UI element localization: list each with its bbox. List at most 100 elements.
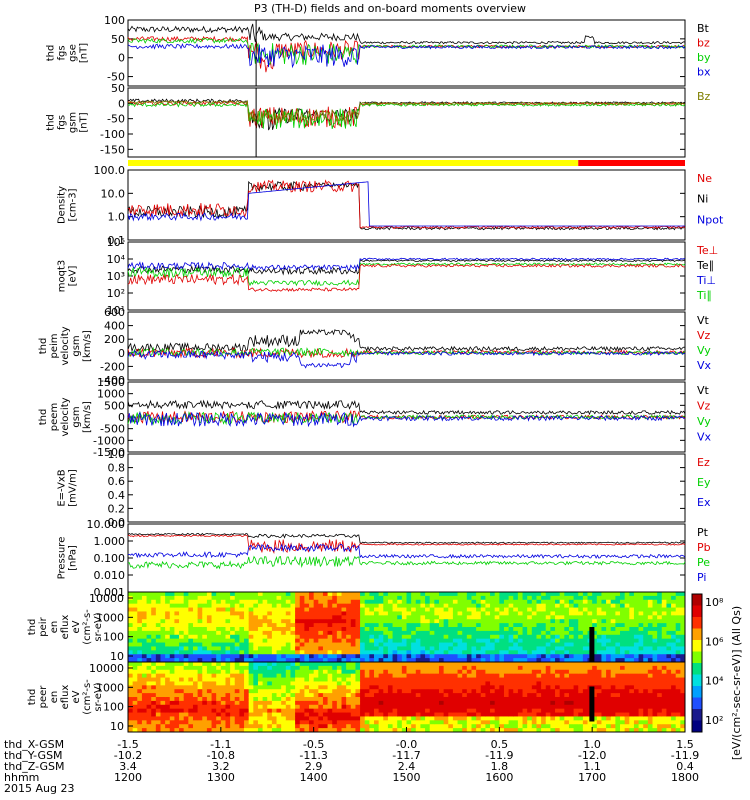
heatmap-cell: [378, 693, 384, 698]
heatmap-cell: [216, 708, 222, 714]
heatmap-cell: [411, 607, 417, 612]
heatmap-cell: [466, 658, 472, 663]
heatmap-cell: [476, 611, 482, 616]
heatmap-cell: [327, 669, 333, 675]
heatmap-cell: [160, 607, 166, 612]
data-gap: [589, 686, 595, 722]
heatmap-cell: [244, 728, 250, 733]
heatmap-cell: [522, 650, 528, 655]
heatmap-cell: [374, 611, 380, 616]
heatmap-cell: [601, 662, 607, 667]
heatmap-cell: [652, 623, 658, 628]
heatmap-cell: [188, 708, 194, 714]
heatmap-cell: [285, 634, 291, 640]
heatmap-cell: [169, 658, 175, 663]
heatmap-cell: [476, 646, 482, 651]
heatmap-cell: [267, 677, 273, 682]
heatmap-cell: [327, 728, 333, 733]
heatmap-cell: [401, 654, 407, 659]
heatmap-cell: [244, 662, 250, 667]
heatmap-cell: [146, 704, 152, 710]
heatmap-cell: [666, 669, 672, 675]
heatmap-cell: [327, 627, 333, 632]
heatmap-cell: [448, 673, 454, 679]
heatmap-cell: [267, 603, 273, 609]
heatmap-cell: [174, 627, 180, 632]
heatmap-cell: [485, 603, 491, 609]
heatmap-cell: [527, 599, 533, 605]
heatmap-cell: [420, 615, 426, 620]
heatmap-cell: [137, 595, 143, 601]
heatmap-cell: [517, 638, 524, 644]
heatmap-cell: [332, 677, 338, 682]
heatmap-cell: [146, 654, 152, 659]
heatmap-cell: [216, 724, 222, 729]
heatmap-cell: [443, 592, 449, 597]
heatmap-cell: [341, 623, 347, 628]
heatmap-cell: [350, 685, 356, 690]
heatmap-cell: [401, 642, 407, 647]
heatmap-cell: [313, 638, 319, 644]
heatmap-cell: [559, 662, 565, 667]
heatmap-cell: [341, 646, 347, 651]
heatmap-cell: [559, 658, 565, 663]
heatmap-cell: [327, 611, 333, 616]
heatmap-cell: [568, 697, 575, 702]
heatmap-cell: [517, 720, 524, 725]
heatmap-cell: [578, 693, 584, 698]
heatmap-cell: [582, 712, 589, 717]
heatmap-cell: [299, 595, 305, 601]
y-tick-label: 1.0: [108, 448, 126, 461]
heatmap-cell: [592, 712, 598, 717]
heatmap-cell: [555, 630, 561, 636]
heatmap-cell: [601, 650, 607, 655]
heatmap-cell: [257, 599, 264, 605]
heatmap-cell: [230, 724, 236, 729]
heatmap-cell: [285, 627, 291, 632]
heatmap-cell: [601, 681, 607, 686]
heatmap-cell: [290, 662, 296, 667]
heatmap-cell: [155, 697, 161, 702]
heatmap-cell: [480, 681, 486, 686]
heatmap-cell: [471, 728, 477, 733]
heatmap-cell: [633, 650, 640, 655]
heatmap-cell: [508, 685, 514, 690]
heatmap-cell: [374, 592, 380, 597]
heatmap-cell: [383, 665, 389, 671]
heatmap-cell: [647, 728, 654, 733]
heatmap-cell: [128, 720, 134, 725]
heatmap-cell: [364, 669, 370, 675]
heatmap-cell: [267, 638, 273, 644]
heatmap-cell: [462, 634, 468, 640]
heatmap-cell: [188, 673, 194, 679]
heatmap-cell: [406, 708, 412, 714]
heatmap-cell: [411, 708, 417, 714]
heatmap-cell: [429, 700, 435, 706]
heatmap-cell: [448, 662, 454, 667]
heatmap-cell: [206, 677, 213, 682]
heatmap-cell: [550, 681, 556, 686]
heatmap-cell: [443, 712, 449, 717]
heatmap-cell: [666, 716, 672, 721]
heatmap-cell: [374, 681, 380, 686]
heatmap-cell: [387, 704, 394, 710]
heatmap-cell: [146, 658, 152, 663]
heatmap-cell: [573, 650, 579, 655]
heatmap-cell: [499, 685, 505, 690]
heatmap-cell: [271, 634, 278, 640]
heatmap-cell: [606, 689, 612, 694]
heatmap-cell: [657, 662, 663, 667]
heatmap-cell: [336, 599, 343, 605]
heatmap-cell: [141, 673, 148, 679]
heatmap-cell: [383, 603, 389, 609]
heatmap-cell: [146, 603, 152, 609]
heatmap-cell: [336, 681, 343, 686]
heatmap-cell: [411, 673, 417, 679]
heatmap-cell: [248, 619, 254, 624]
heatmap-cell: [327, 693, 333, 698]
heatmap-cell: [494, 662, 500, 667]
y-axis-label: thdfgsgsm[nT]: [46, 112, 90, 133]
heatmap-cell: [360, 630, 366, 636]
heatmap-cell: [174, 697, 180, 702]
heatmap-cell: [290, 665, 296, 671]
